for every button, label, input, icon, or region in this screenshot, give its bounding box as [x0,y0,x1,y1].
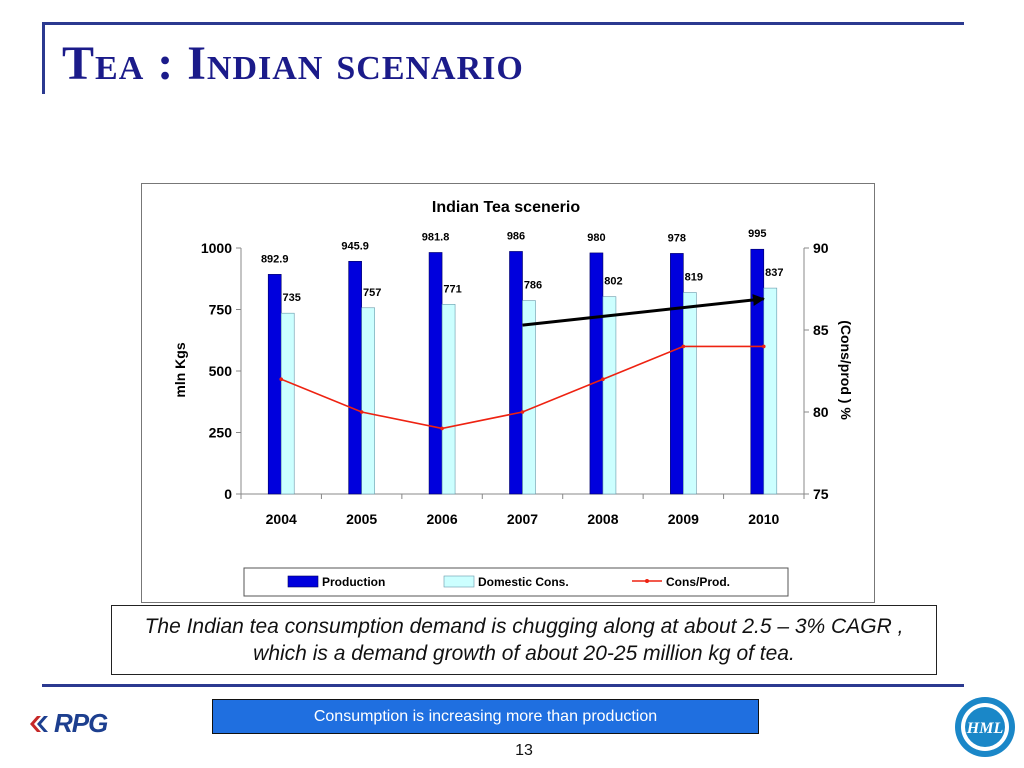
production-data-label: 892.9 [261,253,289,265]
legend-production-swatch [287,575,319,588]
production-bar [267,274,282,495]
y-axis-label: mln Kgs [172,342,188,397]
y2-axis-label: (Cons/prod ) % [838,320,854,420]
x-tick-label: 2010 [748,511,779,527]
domestic-data-label: 757 [363,287,381,299]
legend-domestic-label: Domestic Cons. [478,575,569,589]
domestic-bar [441,304,456,495]
production-data-label: 995 [748,228,766,240]
y-tick-label: 1000 [201,240,232,256]
chart-title: Indian Tea scenerio [432,199,580,216]
y2-tick-label: 80 [813,404,829,420]
production-data-label: 978 [668,232,686,244]
domestic-data-label: 837 [765,267,783,279]
trend-arrow [522,294,765,327]
domestic-data-label: 771 [443,283,461,295]
cons-prod-point [440,426,444,431]
conclusion-banner: Consumption is increasing more than prod… [212,699,759,734]
legend-domestic-swatch [443,575,475,588]
x-tick-label: 2004 [266,511,297,527]
hml-logo-icon: HML [955,697,1015,757]
x-tick-label: 2006 [426,511,457,527]
production-bar [509,251,523,495]
cons-prod-point [359,410,364,414]
cons-prod-point [279,377,284,381]
note-text: The Indian tea consumption demand is chu… [144,614,904,665]
domestic-data-label: 786 [524,280,542,292]
y2-tick-label: 75 [813,486,829,502]
production-bar [589,252,604,495]
cons-prod-point [601,377,605,381]
domestic-bar [683,292,697,495]
title-rule-left [42,22,45,94]
legend-box [243,567,789,597]
chart-lines [279,294,766,431]
production-bar [670,253,684,495]
footer-rule [42,684,964,687]
production-data-label: 980 [587,232,605,244]
chart-axes: 0 250 500 750 1000 75 80 85 90 2004 2005 2006 2007 20… [201,240,829,527]
x-tick-label: 2008 [587,511,618,527]
rpg-emblem-icon [30,715,48,732]
y-tick-label: 250 [209,425,233,441]
domestic-bar [361,307,375,495]
chart-frame: Indian Tea scenerio mln Kgs (Cons/prod )… [141,183,875,603]
x-tick-label: 2005 [346,511,377,527]
production-data-label: 986 [507,230,525,242]
chart-bars: 892.9 735 945.9 757 981.8 771 986 786 980 802 978 8… [261,228,783,495]
domestic-bar [522,300,536,495]
legend-ratio-marker [645,579,649,583]
production-bar [750,248,765,495]
note-box: The Indian tea consumption demand is chu… [111,605,937,675]
y-tick-label: 0 [224,486,232,502]
y-tick-label: 500 [209,363,233,379]
title-rule-top [42,22,964,25]
banner-text: Consumption is increasing more than prod… [313,707,658,725]
hml-logo-text: HML [966,720,1004,737]
slide-title: Tea : Indian scenario [62,37,524,90]
domestic-bar [602,296,617,495]
tea-chart: Indian Tea scenerio mln Kgs (Cons/prod )… [172,199,854,597]
domestic-bar [280,312,295,495]
production-data-label: 981.8 [422,231,450,243]
cons-prod-point [761,344,766,349]
production-data-label: 945.9 [341,240,369,252]
page-number: 13 [515,742,533,759]
legend-ratio-label: Cons/Prod. [666,575,730,589]
x-tick-label: 2007 [507,511,538,527]
cons-prod-point [681,344,686,349]
chart-legend: Production Domestic Cons. Cons/Prod. [243,567,789,597]
legend-production-label: Production [322,575,385,589]
y-tick-label: 750 [209,302,233,318]
domestic-bar [763,287,778,495]
y2-tick-label: 90 [813,240,829,256]
domestic-data-label: 819 [685,272,703,284]
cons-prod-point [520,410,525,414]
domestic-data-label: 735 [283,292,301,304]
production-bar [428,252,443,495]
rpg-logo-text: RPG [54,708,108,738]
x-tick-label: 2009 [668,511,699,527]
rpg-logo: RPG [28,708,108,739]
domestic-data-label: 802 [604,276,622,288]
production-bar [348,261,362,495]
y2-tick-label: 85 [813,322,829,338]
